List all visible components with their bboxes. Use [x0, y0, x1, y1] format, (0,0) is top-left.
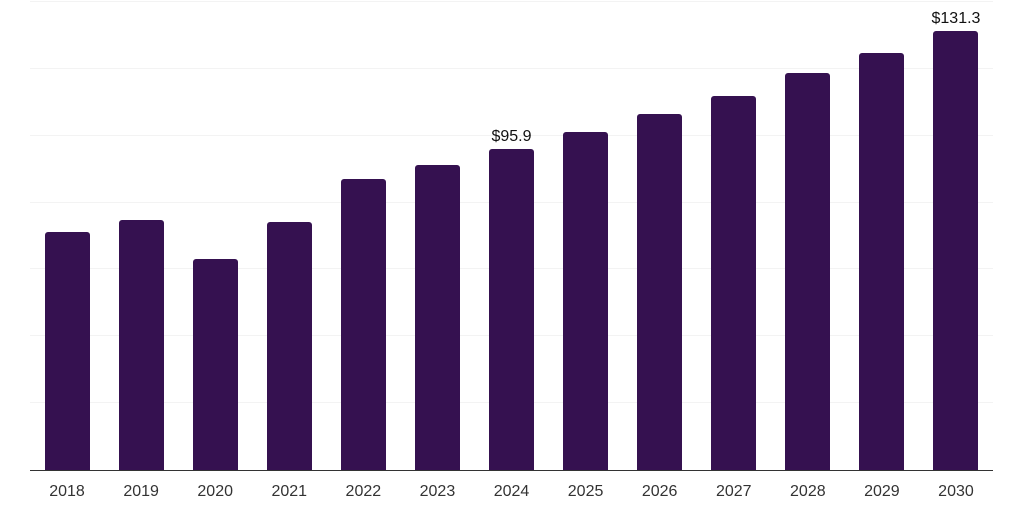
bar-value-label-2024: $95.9 — [491, 128, 532, 146]
x-tick-label-2030: 2030 — [938, 483, 974, 500]
x-tick-label-2024: 2024 — [493, 483, 530, 500]
bar-2020 — [192, 259, 238, 470]
bar-2022 — [340, 179, 386, 470]
x-tick-label-2018: 2018 — [49, 483, 85, 500]
x-tick-label-2028: 2028 — [790, 483, 826, 500]
bar-2019 — [118, 219, 164, 470]
bar-2030 — [933, 31, 979, 470]
x-tick-label-2021: 2021 — [271, 483, 308, 500]
bar-2029 — [859, 53, 905, 470]
x-axis-tick-labels: 2018 2019 2020 2021 2022 2023 2024 2025 2026 2027… — [30, 481, 993, 503]
x-tick-label-2029: 2029 — [864, 483, 900, 500]
x-tick-label-2022: 2022 — [345, 483, 382, 500]
bar-2026 — [637, 114, 683, 470]
bar-2028 — [785, 73, 831, 470]
gridline-120 — [30, 67, 993, 69]
gridline-140 — [30, 1, 993, 2]
bar-column-2030: $131.3 — [919, 2, 993, 470]
bar-column-2027 — [697, 2, 771, 470]
bar-2018 — [44, 232, 90, 470]
bar-column-2022 — [326, 2, 400, 470]
x-tick-label-2026: 2026 — [641, 483, 678, 500]
plot-area: $95.9 $131.3 — [30, 1, 993, 471]
bar-column-2021 — [252, 2, 326, 470]
bar-column-2025 — [549, 2, 623, 470]
bar-column-2028 — [771, 2, 845, 470]
bar-column-2020 — [178, 2, 252, 470]
x-axis-line — [30, 470, 993, 471]
bar-2025 — [563, 132, 609, 470]
bar-column-2019 — [104, 2, 178, 470]
gridline-100 — [30, 134, 993, 136]
bars-group: $95.9 $131.3 — [30, 2, 993, 470]
bar-2021 — [266, 221, 312, 470]
bar-column-2024: $95.9 — [474, 2, 548, 470]
x-tick-label-2020: 2020 — [197, 483, 233, 500]
bar-value-label-2030: $131.3 — [931, 10, 981, 28]
x-tick-label-2025: 2025 — [567, 483, 604, 500]
x-tick-label-2027: 2027 — [715, 483, 752, 500]
bar-2023 — [414, 165, 460, 470]
bar-column-2023 — [400, 2, 474, 470]
x-tick-label-2023: 2023 — [419, 483, 456, 500]
x-tick-label-2019: 2019 — [123, 483, 159, 500]
bar-2027 — [711, 95, 757, 470]
bar-2024 — [489, 149, 534, 470]
bar-column-2026 — [623, 2, 697, 470]
bar-column-2029 — [845, 2, 919, 470]
bar-column-2018 — [30, 2, 104, 470]
